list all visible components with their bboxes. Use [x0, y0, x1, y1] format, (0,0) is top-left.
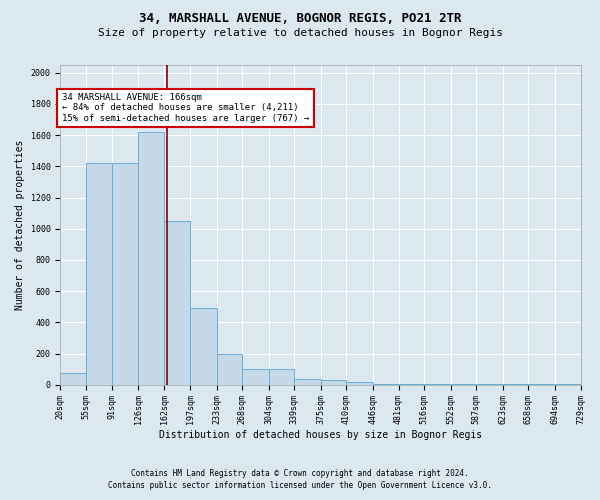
Y-axis label: Number of detached properties: Number of detached properties	[15, 140, 25, 310]
Text: 34 MARSHALL AVENUE: 166sqm
← 84% of detached houses are smaller (4,211)
15% of s: 34 MARSHALL AVENUE: 166sqm ← 84% of deta…	[62, 93, 309, 123]
Bar	[242, 369, 269, 384]
Bar	[112, 164, 138, 384]
Bar	[138, 132, 164, 384]
Text: Contains public sector information licensed under the Open Government Licence v3: Contains public sector information licen…	[108, 481, 492, 490]
Bar	[295, 380, 321, 384]
Bar	[60, 373, 86, 384]
Bar	[346, 382, 373, 384]
Bar	[269, 369, 295, 384]
Bar	[321, 380, 346, 384]
Bar	[190, 308, 217, 384]
Text: Contains HM Land Registry data © Crown copyright and database right 2024.: Contains HM Land Registry data © Crown c…	[131, 468, 469, 477]
Text: 34, MARSHALL AVENUE, BOGNOR REGIS, PO21 2TR: 34, MARSHALL AVENUE, BOGNOR REGIS, PO21 …	[139, 12, 461, 26]
Text: Size of property relative to detached houses in Bognor Regis: Size of property relative to detached ho…	[97, 28, 503, 38]
Bar	[217, 354, 242, 384]
X-axis label: Distribution of detached houses by size in Bognor Regis: Distribution of detached houses by size …	[159, 430, 482, 440]
Bar	[164, 221, 190, 384]
Bar	[86, 164, 112, 384]
